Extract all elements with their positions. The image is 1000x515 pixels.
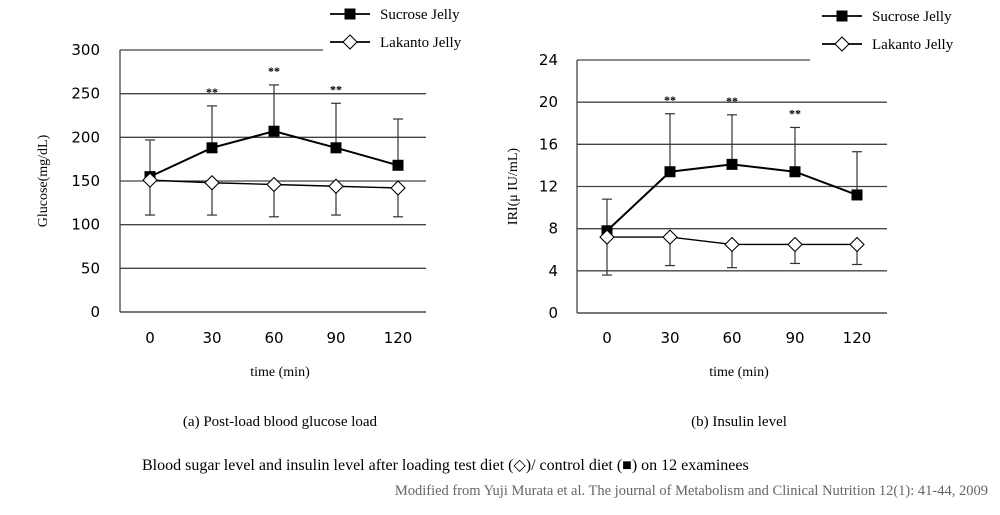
x-tick-label: 90 <box>326 329 345 347</box>
data-point <box>328 178 344 195</box>
data-point <box>726 158 738 170</box>
significance-mark: ** <box>268 64 280 78</box>
data-point <box>599 229 615 245</box>
data-point <box>330 142 342 154</box>
x-axis-title: time (min) <box>250 365 310 380</box>
y-tick-label: 24 <box>539 51 558 69</box>
x-tick-label: 120 <box>384 329 413 347</box>
y-tick-label: 8 <box>548 220 558 238</box>
data-point <box>851 189 863 201</box>
y-axis-title: IRI(μ IU/mL) <box>506 148 521 225</box>
data-point <box>392 159 404 171</box>
significance-mark: ** <box>664 93 676 107</box>
data-point <box>789 166 801 178</box>
legend-marker <box>342 34 358 50</box>
legend-label: Sucrose Jelly <box>872 9 952 25</box>
x-tick-label: 120 <box>843 329 872 347</box>
series-lakanto <box>142 172 406 218</box>
y-tick-label: 200 <box>71 128 100 146</box>
series-line <box>149 130 399 178</box>
x-tick-label: 90 <box>785 329 804 347</box>
legend-marker <box>836 10 848 22</box>
x-tick-label: 30 <box>660 329 679 347</box>
significance-mark: ** <box>726 94 738 108</box>
x-tick-label: 0 <box>145 329 155 347</box>
legend-label: Lakanto Jelly <box>872 37 954 53</box>
y-tick-label: 250 <box>71 85 100 103</box>
y-tick-label: 100 <box>71 216 100 234</box>
legend-marker <box>834 36 850 52</box>
data-point <box>724 236 740 253</box>
chart-caption: (b) Insulin level <box>691 414 787 430</box>
figure-caption: Blood sugar level and insulin level afte… <box>142 457 749 474</box>
data-point <box>268 125 280 137</box>
series-sucrose <box>601 113 863 237</box>
chart-insulin: 0 4 8 12 16 20 24 0 30 ** 60 ** 90 ** 120 time (min) IRI… <box>506 9 954 430</box>
chart-caption: (a) Post-load blood glucose load <box>183 414 378 430</box>
data-point <box>390 180 406 196</box>
data-point <box>849 236 865 253</box>
y-tick-label: 4 <box>548 262 558 280</box>
data-point <box>787 236 803 253</box>
y-axis-title: Glucose(mg/dL) <box>36 134 51 227</box>
y-tick-label: 0 <box>548 304 558 322</box>
series-line <box>606 163 858 232</box>
series-lakanto <box>599 229 865 276</box>
data-point <box>204 174 220 191</box>
legend-label: Lakanto Jelly <box>380 35 462 51</box>
data-point <box>142 172 158 188</box>
x-tick-label: 60 <box>264 329 283 347</box>
significance-mark: ** <box>206 85 218 99</box>
data-point <box>662 229 678 245</box>
y-tick-label: 300 <box>71 41 100 59</box>
x-tick-label: 30 <box>202 329 221 347</box>
y-tick-label: 150 <box>71 172 100 190</box>
significance-mark: ** <box>789 106 801 120</box>
y-tick-label: 16 <box>539 135 558 153</box>
y-tick-label: 20 <box>539 93 558 111</box>
significance-mark: ** <box>330 82 342 96</box>
data-point <box>206 142 218 154</box>
y-tick-label: 50 <box>81 259 100 277</box>
y-tick-label: 12 <box>539 178 558 196</box>
legend-marker <box>344 8 356 20</box>
legend-label: Sucrose Jelly <box>380 7 460 23</box>
x-tick-label: 0 <box>602 329 612 347</box>
data-point <box>266 176 282 193</box>
x-tick-label: 60 <box>722 329 741 347</box>
y-tick-label: 0 <box>90 303 100 321</box>
series-sucrose <box>144 84 404 183</box>
chart-glucose: 0 50 100 150 200 250 300 0 30 ** 60 ** 90 ** 120 time (… <box>36 7 462 430</box>
x-axis-title: time (min) <box>709 365 769 380</box>
data-point <box>664 166 676 178</box>
source-note: Modified from Yuji Murata et al. The jou… <box>394 483 988 499</box>
